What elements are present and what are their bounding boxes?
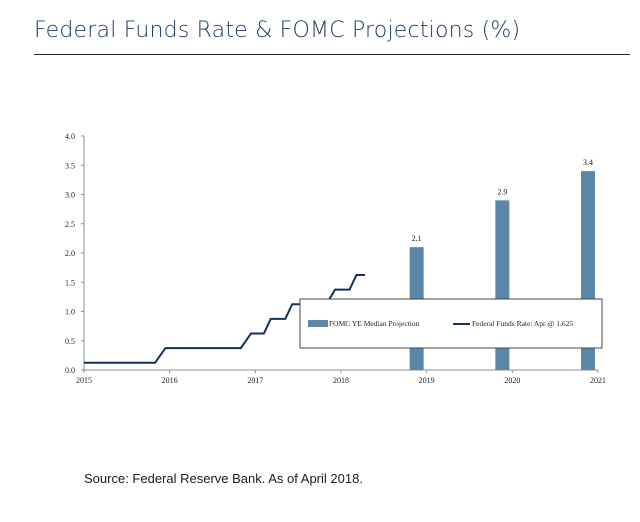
x-tick-label: 2017 bbox=[247, 376, 263, 385]
y-tick-label: 2.5 bbox=[65, 220, 75, 229]
y-tick-label: 4.0 bbox=[65, 132, 75, 141]
x-tick-label: 2021 bbox=[590, 376, 606, 385]
y-tick-label: 3.5 bbox=[65, 161, 75, 170]
fed-funds-line bbox=[84, 273, 365, 364]
legend-line-label: Federal Funds Rate: Apr @ 1.625 bbox=[472, 319, 573, 328]
y-tick-label: 1.5 bbox=[65, 278, 75, 287]
x-tick-label: 2020 bbox=[504, 376, 520, 385]
legend-box bbox=[299, 298, 603, 349]
x-tick-label: 2019 bbox=[419, 376, 435, 385]
y-axis: 0.0 0.5 1.0 1.5 2.0 2.5 3.0 3.5 4.0 bbox=[65, 132, 85, 375]
chart-legend: FOMC YE Median Projection Federal Funds R… bbox=[299, 298, 603, 349]
y-tick-label: 3.0 bbox=[65, 191, 75, 200]
legend-bar-label: FOMC YE Median Projection bbox=[329, 319, 420, 328]
x-tick-label: 2018 bbox=[333, 376, 349, 385]
page-title: Federal Funds Rate & FOMC Projections (%… bbox=[34, 18, 521, 43]
x-axis: 2015 2016 2017 2018 2019 2020 2021 bbox=[76, 369, 606, 385]
x-tick-label: 2016 bbox=[162, 376, 178, 385]
y-tick-label: 2.0 bbox=[65, 249, 75, 258]
y-tick-label: 0.5 bbox=[65, 337, 75, 346]
x-tick-label: 2015 bbox=[76, 376, 92, 385]
fed-funds-rate-line bbox=[84, 273, 365, 364]
bar-value-label: 3.4 bbox=[583, 158, 593, 167]
title-divider bbox=[34, 54, 630, 55]
bar-value-label: 2.1 bbox=[412, 234, 422, 243]
y-tick-label: 0.0 bbox=[65, 366, 75, 375]
source-note: Source: Federal Reserve Bank. As of Apri… bbox=[84, 471, 363, 486]
y-tick-label: 1.0 bbox=[65, 308, 75, 317]
legend-bar-swatch bbox=[308, 320, 328, 327]
bar-value-label: 2.9 bbox=[497, 187, 507, 196]
